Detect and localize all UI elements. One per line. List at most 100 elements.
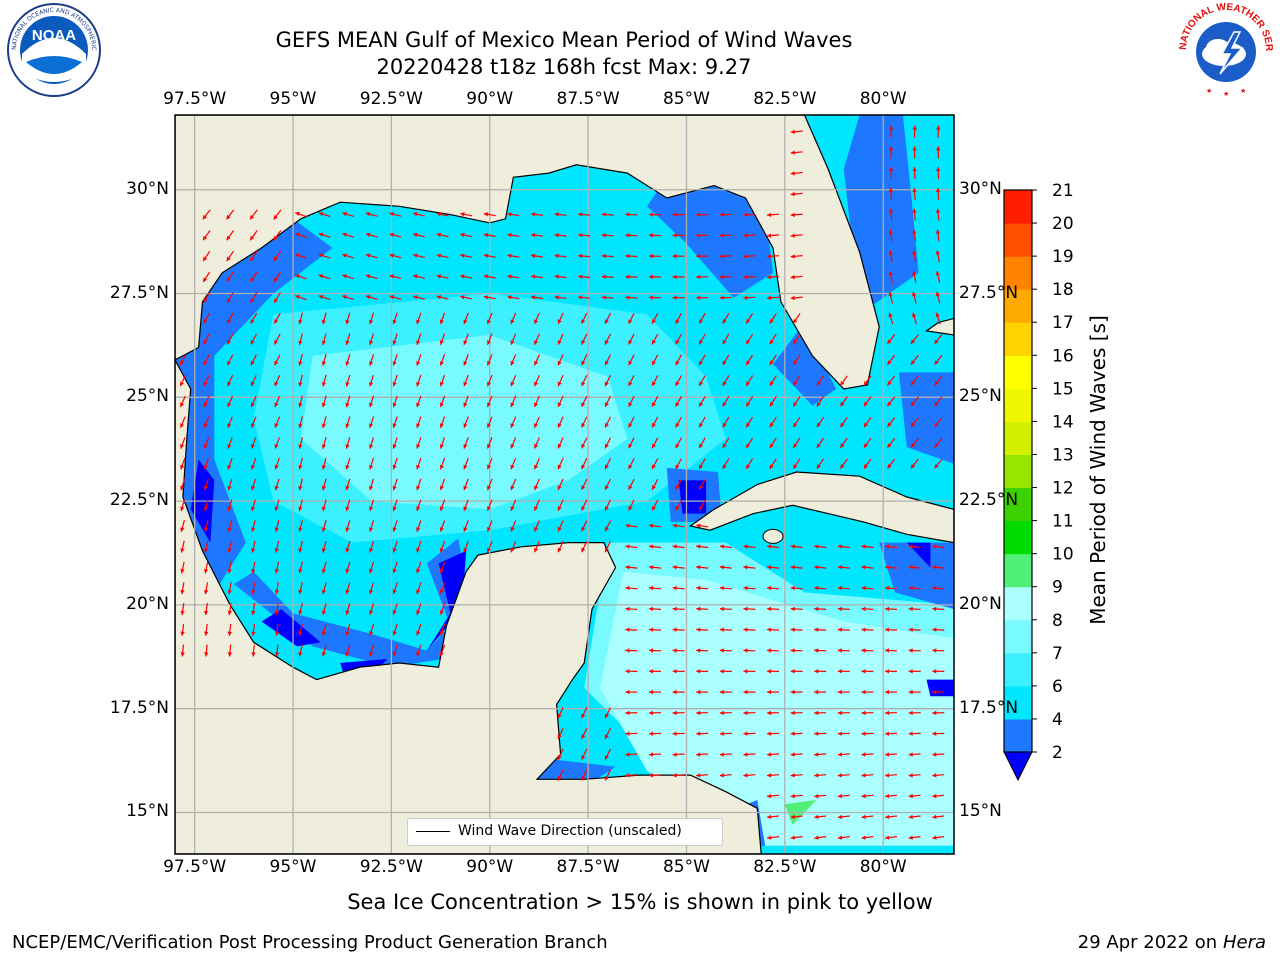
wind-wave-arrowhead	[487, 444, 491, 449]
wind-wave-arrowhead	[837, 773, 842, 778]
wind-wave-arrowhead	[696, 689, 701, 695]
wind-wave-arrowhead	[460, 295, 465, 300]
wind-wave-arrowhead	[719, 669, 724, 674]
footer-machine: Hera	[1222, 932, 1266, 953]
wind-wave-arrowhead	[652, 360, 656, 366]
wind-wave-arrowhead	[837, 835, 843, 840]
wind-wave-arrowhead	[722, 381, 727, 386]
wind-wave-arrowhead	[722, 402, 727, 407]
wind-wave-arrowhead	[321, 506, 327, 511]
wind-wave-arrowhead	[767, 565, 772, 570]
wind-wave-arrowhead	[649, 295, 654, 300]
wind-wave-arrowhead	[908, 627, 913, 632]
wind-wave-arrowhead	[416, 319, 421, 325]
wind-wave-arrowhead	[369, 382, 374, 387]
wind-wave-arrowhead	[908, 710, 913, 716]
wind-wave-arrowhead	[439, 568, 444, 574]
wind-wave-arrowhead	[439, 506, 444, 511]
wind-wave-arrowhead	[250, 235, 255, 241]
wind-wave-arrowhead	[769, 443, 774, 448]
wind-wave-arrowhead	[321, 340, 327, 345]
wind-wave-arrowhead	[203, 569, 209, 574]
wind-wave-arrowhead	[439, 464, 444, 470]
wind-wave-arrowhead	[250, 360, 255, 366]
wind-wave-arrowhead	[321, 402, 327, 408]
wind-wave-arrowhead	[342, 253, 347, 258]
wind-wave-arrowhead	[180, 402, 185, 407]
wind-wave-arrowhead	[392, 464, 397, 470]
wind-wave-arrowhead	[790, 752, 795, 757]
wind-wave-arrowhead	[227, 485, 232, 491]
wind-wave-arrowhead	[203, 360, 208, 366]
wind-wave-arrowhead	[625, 544, 630, 549]
svg-text:★: ★	[1206, 87, 1212, 95]
wind-wave-arrowhead	[837, 585, 842, 591]
wind-wave-arrowhead	[180, 423, 185, 428]
wind-wave-arrowhead	[908, 648, 913, 653]
wind-wave-arrowhead	[790, 565, 795, 570]
wind-wave-arrowhead	[203, 402, 208, 407]
wind-wave-arrowhead	[888, 208, 893, 213]
wave-period-patch	[773, 322, 836, 406]
lat-label-left: 25°N	[126, 386, 169, 407]
noaa-logo-text: NOAA	[32, 27, 76, 44]
wind-wave-arrowhead	[392, 319, 397, 325]
wind-wave-arrowhead	[837, 814, 843, 819]
wind-wave-arrowhead	[696, 585, 701, 591]
wind-wave-arrowhead	[767, 835, 772, 840]
map-frame	[174, 114, 955, 855]
wind-wave-arrowhead	[203, 339, 208, 345]
wind-wave-arrowhead	[318, 274, 324, 279]
wind-wave-arrowhead	[345, 319, 350, 325]
wind-wave-arrowhead	[696, 669, 701, 674]
wind-wave-arrowhead	[887, 401, 892, 407]
wind-wave-arrowhead	[746, 339, 751, 345]
wind-wave-arrowhead	[554, 253, 559, 259]
wind-wave-arrowhead	[227, 319, 231, 324]
wind-wave-arrowhead	[863, 464, 868, 469]
wind-wave-arrowhead	[227, 402, 232, 407]
land-isla-juventud	[762, 528, 784, 544]
wind-wave-arrowhead	[814, 835, 819, 840]
wind-wave-arrowhead	[436, 212, 442, 217]
wind-wave-arrowhead	[180, 464, 185, 470]
wind-wave-arrowhead	[203, 464, 208, 470]
wind-wave-arrowhead	[719, 274, 724, 280]
wind-wave-arrowhead	[557, 319, 562, 324]
wind-wave-arrowhead	[861, 585, 866, 591]
wind-wave-arrowhead	[507, 274, 512, 279]
wind-wave-arrowhead	[274, 548, 279, 553]
wind-wave-arrowhead	[767, 752, 772, 757]
wind-wave-arrowhead	[463, 485, 468, 491]
wind-wave-arrowhead	[649, 523, 654, 528]
wind-wave-arrowhead	[934, 380, 939, 386]
wind-wave-arrowhead	[699, 485, 704, 490]
wind-wave-arrowhead	[719, 731, 724, 736]
lat-label-left: 20°N	[126, 593, 169, 614]
wind-wave-arrowhead	[628, 443, 633, 449]
lat-label-right: 17.5°N	[959, 697, 1019, 718]
wind-wave-arrowhead	[696, 606, 701, 612]
wind-wave-arrowhead	[699, 339, 704, 345]
wind-wave-arrowhead	[888, 125, 894, 130]
colorbar-tick-label: 19	[1052, 247, 1074, 267]
wind-wave-arrowhead	[652, 464, 656, 469]
wind-wave-arrowhead	[510, 381, 515, 387]
wind-wave-arrowhead	[581, 713, 586, 719]
wind-wave-arrowhead	[581, 381, 586, 387]
wind-wave-arrowhead	[652, 443, 656, 449]
wind-wave-arrowhead	[769, 339, 774, 345]
wind-wave-arrowhead	[699, 319, 704, 324]
footer-date: 29 Apr 2022 on Hera	[1078, 932, 1266, 953]
wind-wave-arrowhead	[814, 731, 819, 736]
wind-wave-arrowhead	[416, 547, 421, 553]
wind-wave-arrowhead	[251, 485, 256, 491]
wind-wave-arrowhead	[531, 253, 536, 259]
wind-wave-arrowhead	[463, 381, 468, 387]
lat-label-right: 30°N	[959, 178, 1002, 199]
wind-wave-arrowhead	[483, 295, 489, 300]
wave-period-patch	[426, 550, 467, 651]
wind-wave-arrowhead	[719, 710, 724, 716]
wind-wave-arrowhead	[463, 423, 468, 428]
wind-wave-arrowhead	[389, 232, 394, 237]
